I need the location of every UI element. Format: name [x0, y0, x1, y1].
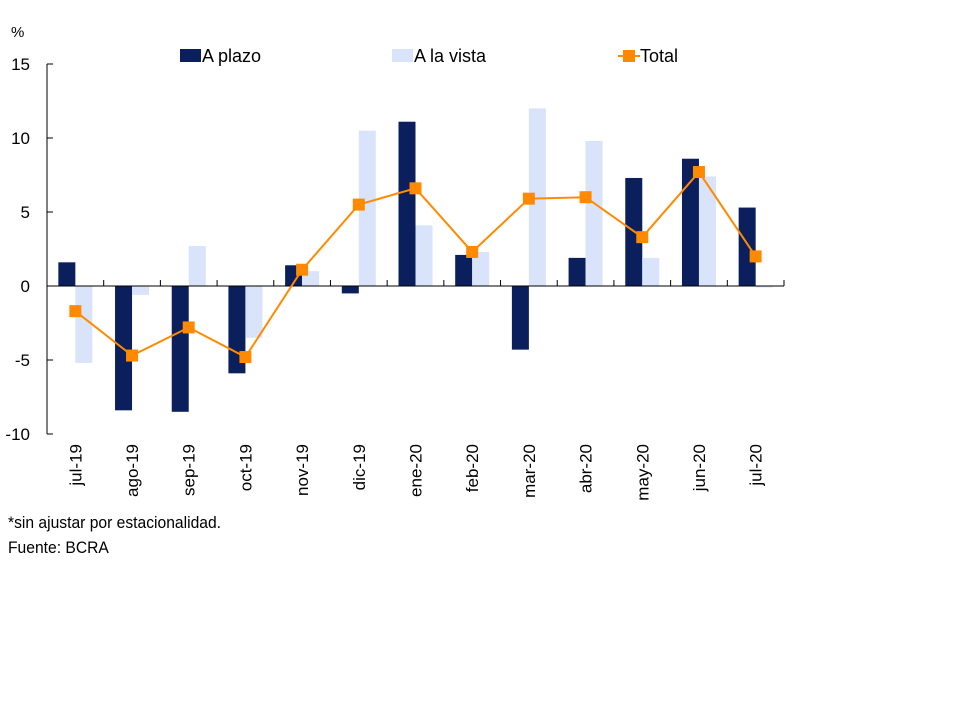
y-tick-label: 10 — [11, 129, 30, 148]
x-tick-label: may-20 — [633, 444, 652, 501]
y-tick-label: 5 — [21, 203, 30, 222]
bar-a-plazo — [58, 262, 76, 286]
total-point — [126, 349, 139, 362]
bar-a-la-vista — [415, 225, 433, 286]
bar-a-la-vista — [528, 108, 546, 287]
legend: A plazo A la vista Total — [180, 46, 678, 66]
total-point — [409, 182, 422, 195]
bars — [58, 108, 773, 412]
x-tick-label: ene-20 — [407, 444, 426, 497]
x-tick-label: dic-19 — [350, 444, 369, 490]
bar-a-la-vista — [358, 130, 376, 286]
y-tick-label: 15 — [11, 55, 30, 74]
bar-a-la-vista — [188, 246, 206, 286]
total-point — [636, 231, 649, 244]
legend-swatch-a-la-vista — [392, 49, 413, 62]
bar-a-la-vista — [585, 140, 603, 286]
legend-label-a-la-vista: A la vista — [414, 46, 487, 66]
legend-marker-total — [623, 50, 635, 62]
total-point — [182, 321, 195, 334]
total-point — [69, 305, 82, 318]
total-point — [296, 263, 309, 276]
total-point — [579, 191, 592, 204]
x-tick-label: jun-20 — [690, 444, 709, 492]
y-tick-label: -5 — [15, 351, 30, 370]
x-tick-label: oct-19 — [236, 444, 255, 491]
total-point — [352, 198, 365, 211]
legend-swatch-a-plazo — [180, 49, 201, 62]
tick-labels: jul-19 ago-19 sep-19 oct-19 nov-19 dic-19 ene-… — [5, 55, 765, 501]
axes — [46, 63, 785, 435]
total-point — [749, 250, 762, 263]
total-point — [522, 192, 535, 205]
bar-a-la-vista — [245, 286, 263, 338]
bar-a-plazo — [681, 158, 699, 286]
bar-a-la-vista — [755, 286, 773, 288]
bar-a-plazo — [398, 121, 416, 286]
y-tick-label: -10 — [5, 425, 30, 444]
bar-a-plazo — [511, 286, 529, 350]
x-tick-label: nov-19 — [293, 444, 312, 496]
legend-label-total: Total — [640, 46, 678, 66]
bar-a-plazo — [568, 257, 586, 286]
bar-a-la-vista — [132, 286, 150, 295]
total-point — [692, 166, 705, 179]
x-tick-label: abr-20 — [577, 444, 596, 493]
total-point — [466, 245, 479, 258]
x-tick-label: jul-19 — [66, 444, 85, 487]
x-tick-label: sep-19 — [180, 444, 199, 496]
x-tick-label: feb-20 — [463, 444, 482, 492]
bar-a-plazo — [341, 286, 359, 294]
x-tick-label: ago-19 — [123, 444, 142, 497]
x-tick-label: mar-20 — [520, 444, 539, 498]
total-point — [239, 351, 252, 364]
y-tick-label: 0 — [21, 277, 30, 296]
x-tick-label: jul-20 — [747, 444, 766, 487]
y-axis-unit: % — [11, 24, 24, 41]
legend-label-a-plazo: A plazo — [202, 46, 261, 66]
bar-a-la-vista — [472, 251, 490, 286]
bar-a-plazo — [455, 254, 473, 286]
note-source: Fuente: BCRA — [8, 538, 109, 557]
bar-a-la-vista — [75, 286, 93, 363]
bar-a-la-vista — [642, 257, 660, 286]
note-seasonality: *sin ajustar por estacionalidad. — [8, 513, 222, 532]
total-line — [69, 166, 762, 364]
bar-a-plazo — [738, 207, 756, 286]
bar-a-la-vista — [698, 176, 716, 286]
bar-a-plazo — [171, 286, 189, 412]
